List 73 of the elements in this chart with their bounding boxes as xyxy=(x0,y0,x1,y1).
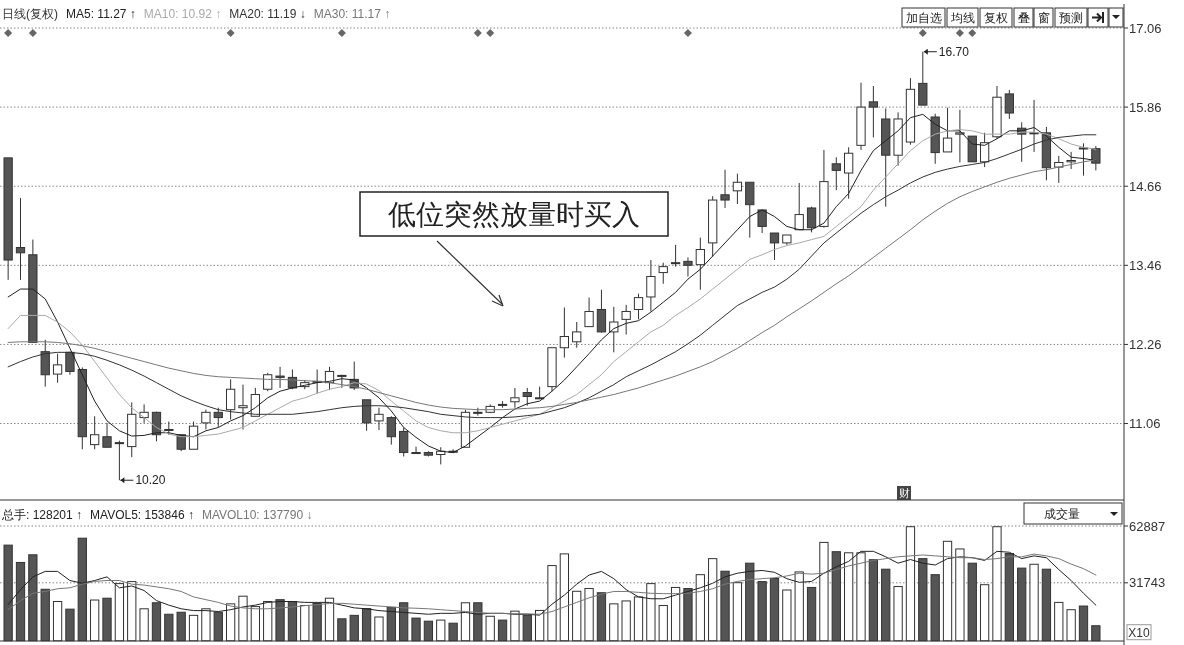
candlestick xyxy=(596,289,607,334)
annotation: 低位突然放量时买入 xyxy=(388,198,640,231)
candlestick xyxy=(844,146,854,200)
candlestick xyxy=(942,107,953,153)
y-tick-label: 14.66 xyxy=(1129,178,1162,194)
candlestick xyxy=(646,259,656,312)
candlestick xyxy=(337,374,347,389)
text: MA10: 10.92 ↑ xyxy=(143,7,222,21)
candlestick xyxy=(720,169,730,209)
y-tick-label: 31743 xyxy=(1129,575,1166,591)
candlestick xyxy=(1078,142,1089,177)
text: MA5: 11.27 ↑ xyxy=(66,7,136,21)
candlestick xyxy=(510,387,520,409)
y-tick-label: 11.06 xyxy=(1129,416,1161,432)
y-tick-label: 12.26 xyxy=(1129,336,1162,352)
candlestick xyxy=(918,51,928,106)
candlestick xyxy=(955,109,965,163)
candlestick xyxy=(658,262,668,285)
y-tick-label: 17.06 xyxy=(1129,20,1162,36)
candlestick xyxy=(683,256,693,278)
candlestick xyxy=(769,232,780,261)
candlestick xyxy=(399,426,409,457)
candlestick xyxy=(374,407,384,431)
annotation: 16.70 xyxy=(938,44,970,59)
candlestick xyxy=(1004,89,1014,120)
annotation: 财 xyxy=(898,487,910,499)
candlestick xyxy=(806,206,817,233)
candlestick xyxy=(263,372,273,392)
y-axis-title: X10 xyxy=(1128,625,1150,640)
candlestick xyxy=(201,409,211,430)
candlestick xyxy=(275,366,285,389)
chart-title: 日线(复权) xyxy=(2,7,58,21)
candlestick xyxy=(114,440,125,481)
candlestick xyxy=(90,415,100,450)
candlestick xyxy=(15,197,26,281)
text: 复权 xyxy=(984,11,1008,25)
y-tick-label: 15.86 xyxy=(1129,99,1162,115)
candlestick xyxy=(411,446,421,455)
candlestick xyxy=(572,321,582,349)
candlestick xyxy=(386,415,396,446)
candlestick xyxy=(621,304,631,336)
candlestick xyxy=(1054,155,1064,184)
annotation: 10.20 xyxy=(135,473,166,488)
candlestick xyxy=(188,421,199,450)
text: 均线 xyxy=(949,11,975,25)
candlestick xyxy=(102,422,112,448)
text: 加自选 xyxy=(905,11,942,25)
y-tick-label: 13.46 xyxy=(1129,257,1162,273)
candlestick xyxy=(868,85,879,138)
candlestick xyxy=(1091,145,1101,171)
candlestick xyxy=(831,156,841,191)
text: 窗 xyxy=(1037,11,1050,25)
candlestick xyxy=(695,237,705,291)
candlestick xyxy=(40,339,50,388)
text: 成交量 xyxy=(1044,507,1080,521)
candlestick xyxy=(732,173,743,205)
candlestick xyxy=(1066,151,1076,170)
text: MA20: 11.19 ↓ xyxy=(229,7,306,21)
text: MAVOL5: 153846 ↑ xyxy=(90,508,194,522)
candlestick xyxy=(794,182,804,231)
text: MA30: 11.17 ↑ xyxy=(313,7,391,21)
candlestick xyxy=(633,293,644,320)
y-tick-label: 62887 xyxy=(1129,518,1166,534)
candlestick xyxy=(584,297,594,328)
candlestick xyxy=(745,181,755,239)
candlestick xyxy=(65,351,75,376)
text: 预测 xyxy=(1059,11,1083,25)
candlestick xyxy=(559,307,569,359)
series-label: 总手: 128201 ↑ xyxy=(1,508,83,522)
text: MAVOL10: 137790 ↓ xyxy=(201,508,313,522)
text: 叠 xyxy=(1017,11,1030,25)
candlestick xyxy=(52,353,63,384)
candlestick xyxy=(670,244,681,268)
